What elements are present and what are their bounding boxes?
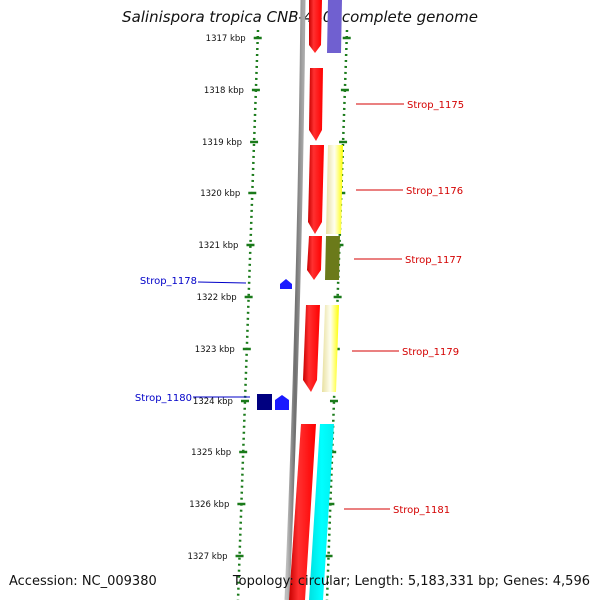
ruler-tick-label: 1318 kbp: [204, 86, 244, 96]
feature-cyan-1181: [309, 424, 334, 600]
ruler-tick-label: 1326 kbp: [189, 500, 229, 510]
ruler-tick-label: 1321 kbp: [198, 241, 238, 251]
ruler-tick-label: 1323 kbp: [195, 345, 235, 355]
feature-olive-1177: [325, 236, 340, 280]
gene-label-strop-1181[interactable]: Strop_1181: [393, 505, 450, 516]
ruler-tick-label: 1319 kbp: [202, 138, 242, 148]
cds-strop-1176: [308, 145, 324, 234]
gene-labels: Strop_1175 Strop_1176 Strop_1177 Strop_1179…: [135, 100, 464, 516]
gene-label-strop-1176[interactable]: Strop_1176: [406, 186, 463, 197]
cds-strop-1179: [303, 305, 320, 392]
ruler-tick-label: 1325 kbp: [191, 448, 231, 458]
feature-yellow-1179: [322, 305, 339, 392]
gene-leader-line: [197, 281, 247, 284]
ruler-tick-label: 1322 kbp: [197, 293, 237, 303]
gene-label-strop-1175[interactable]: Strop_1175: [407, 100, 464, 111]
cds-strop-1181: [289, 424, 316, 600]
accession-text: Accession: NC_009380: [9, 574, 157, 589]
ruler-tick-label: 1327 kbp: [187, 552, 227, 562]
ruler-tick-label: 1317 kbp: [206, 34, 246, 44]
cds-strop-1175: [309, 68, 323, 141]
ruler-line-left: [236, 29, 260, 600]
gene-label-strop-1179[interactable]: Strop_1179: [402, 347, 459, 358]
cds-strop-1180: [275, 395, 289, 410]
genome-title: Salinispora tropica CNB-440, complete ge…: [122, 8, 478, 26]
cds-strop-1178: [280, 279, 292, 289]
feature-yellow-1176: [326, 145, 343, 234]
gene-label-strop-1178[interactable]: Strop_1178: [140, 276, 197, 287]
cds-strop-1177: [307, 236, 322, 280]
genome-summary: Topology: circular; Length: 5,183,331 bp…: [232, 574, 590, 589]
gene-label-strop-1180[interactable]: Strop_1180: [135, 393, 192, 404]
gene-label-strop-1177[interactable]: Strop_1177: [405, 255, 462, 266]
ruler-tick-label: 1324 kbp: [193, 397, 233, 407]
feature-navy-1180: [257, 394, 272, 410]
cds-top: [309, 0, 322, 53]
feature-purple: [327, 0, 342, 53]
ruler-tick-label: 1320 kbp: [200, 189, 240, 199]
genome-backbone: [284, 0, 306, 600]
